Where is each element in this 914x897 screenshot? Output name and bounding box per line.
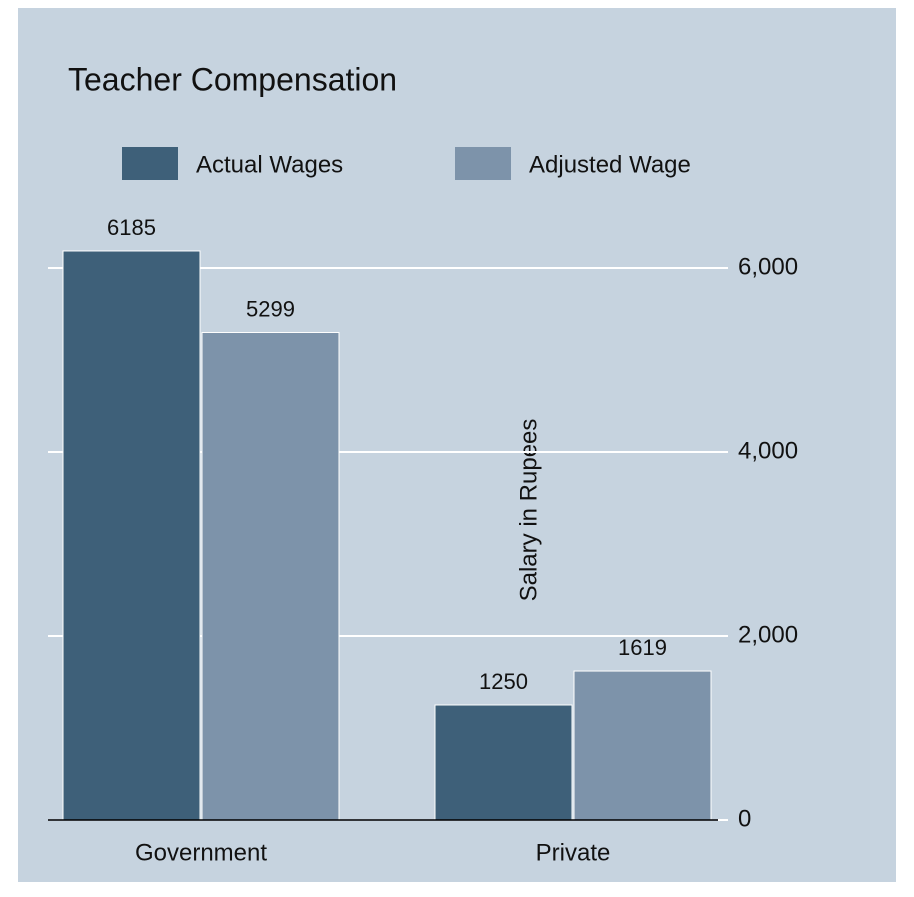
legend-swatch	[122, 147, 178, 180]
y-tick-label: 4,000	[738, 437, 798, 464]
value-label: 6185	[107, 215, 156, 240]
legend-label: Adjusted Wage	[529, 151, 691, 178]
bar	[201, 331, 340, 821]
value-label: 1619	[618, 635, 667, 660]
bar	[62, 250, 201, 821]
y-tick-label: 6,000	[738, 253, 798, 280]
y-tick-label: 2,000	[738, 621, 798, 648]
y-tick-label: 0	[738, 805, 751, 832]
bar	[434, 704, 573, 821]
value-label: 1250	[479, 669, 528, 694]
legend-swatch	[455, 147, 511, 180]
bar	[573, 670, 712, 821]
value-label: 5299	[246, 296, 295, 321]
y-axis-label: Salary in Rupees	[515, 419, 542, 602]
x-tick-label: Private	[536, 839, 611, 866]
x-tick-label: Government	[135, 839, 267, 866]
legend-label: Actual Wages	[196, 151, 343, 178]
chart-title: Teacher Compensation	[68, 61, 397, 97]
